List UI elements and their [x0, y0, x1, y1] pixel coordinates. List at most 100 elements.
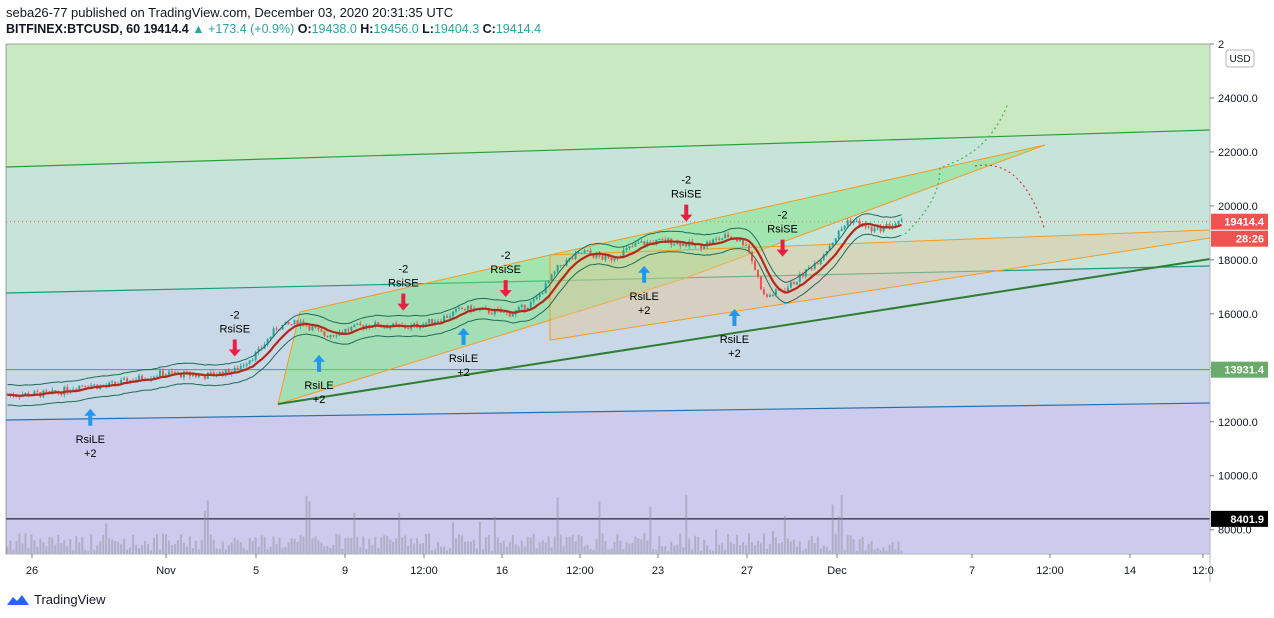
candle-body: [643, 241, 646, 246]
candle-body: [765, 294, 768, 297]
candle-body: [463, 308, 466, 310]
volume-bar: [33, 540, 36, 554]
volume-bar: [242, 547, 245, 554]
volume-bar: [601, 533, 604, 554]
volume-bar: [206, 500, 209, 554]
candle-body: [855, 221, 858, 223]
volume-bar: [703, 539, 706, 554]
currency-button[interactable]: USD: [1225, 49, 1255, 68]
candle-body: [111, 381, 114, 383]
candle-body: [329, 335, 332, 338]
candle-body: [443, 315, 446, 322]
candle-body: [114, 381, 117, 385]
volume-bar: [54, 544, 57, 554]
volume-bar: [897, 541, 900, 554]
x-tick-label: 27: [741, 565, 753, 577]
candle-body: [344, 329, 347, 333]
candle-body: [840, 228, 843, 231]
volume-bar: [586, 544, 589, 554]
volume-bar: [598, 501, 601, 554]
volume-bar: [457, 534, 460, 554]
candle-body: [212, 372, 215, 376]
candle-body: [490, 313, 493, 315]
candle-body: [209, 372, 212, 374]
currency-button-box[interactable]: [1225, 49, 1255, 68]
volume-bar: [583, 546, 586, 554]
y-tick-label: 2: [1218, 39, 1224, 51]
candle-body: [879, 225, 882, 232]
middle-trendline: [5, 265, 1211, 294]
volume-bar: [108, 538, 111, 554]
volume-bar: [236, 539, 239, 554]
candle-body: [218, 371, 221, 376]
volume-bar: [239, 542, 242, 554]
volume-bar: [281, 547, 284, 554]
candle-body: [138, 375, 141, 380]
volume-bar: [595, 538, 598, 554]
x-tick-label: 23: [652, 565, 664, 577]
candle-body: [120, 379, 123, 384]
volume-bar: [129, 547, 132, 554]
volume-bar: [807, 540, 810, 554]
volume-bar: [490, 550, 493, 554]
short-signal-arrow-icon: [499, 280, 512, 298]
volume-bar: [529, 537, 532, 554]
x-tick-label: 12:00: [410, 565, 438, 577]
volume-bar: [200, 539, 203, 554]
volume-bar: [661, 546, 664, 554]
volume-bar: [314, 536, 317, 554]
volume-bar: [419, 543, 422, 554]
volume-bar: [592, 549, 595, 554]
tradingview-logo-icon: [7, 594, 29, 605]
volume-bar: [798, 541, 801, 554]
candle-body: [894, 223, 897, 226]
volume-bar: [69, 539, 72, 554]
candle-body: [72, 389, 75, 391]
volume-bar: [870, 540, 873, 554]
volume-bar: [742, 541, 745, 554]
volume-bar: [218, 548, 221, 554]
candle-body: [786, 287, 789, 291]
volume-bar: [733, 544, 736, 554]
volume-bar: [682, 547, 685, 554]
volume-bar: [810, 535, 813, 554]
volume-bar: [900, 550, 903, 554]
volume-bar: [87, 550, 90, 554]
signal-qty: -2: [398, 264, 408, 276]
footer-brand: TradingView: [34, 592, 106, 607]
volume-bar: [27, 548, 30, 554]
volume-bar: [72, 550, 75, 554]
volume-bar: [224, 549, 227, 554]
volume-bar: [619, 540, 622, 554]
volume-bar: [251, 541, 254, 554]
volume-bar: [739, 545, 742, 554]
volume-bar: [221, 541, 224, 554]
candle-body: [804, 269, 807, 277]
candle-body: [290, 323, 293, 325]
candle-body: [676, 241, 679, 245]
volume-bar: [855, 550, 858, 554]
candle-body: [747, 245, 750, 252]
candle-body: [846, 220, 849, 226]
candle-body: [93, 384, 96, 386]
volume-bar: [302, 536, 305, 554]
candle-body: [63, 386, 66, 395]
volume-bar: [21, 543, 24, 554]
candle-body: [51, 390, 54, 392]
volume-bar: [894, 549, 897, 554]
candle-body: [888, 224, 891, 228]
candle-body: [736, 239, 739, 242]
y-tick-label: 22000.0: [1218, 147, 1258, 159]
volume-bar: [185, 546, 188, 554]
signal-qty: -2: [681, 175, 691, 187]
volume-bar: [610, 548, 613, 554]
volume-bar: [679, 533, 682, 554]
volume-bar: [248, 537, 251, 554]
volume-bar: [18, 533, 21, 554]
volume-bar: [514, 544, 517, 554]
volume-bar: [425, 534, 428, 554]
volume-bar: [260, 535, 263, 554]
volume-bar: [843, 549, 846, 554]
volume-bar: [323, 546, 326, 554]
